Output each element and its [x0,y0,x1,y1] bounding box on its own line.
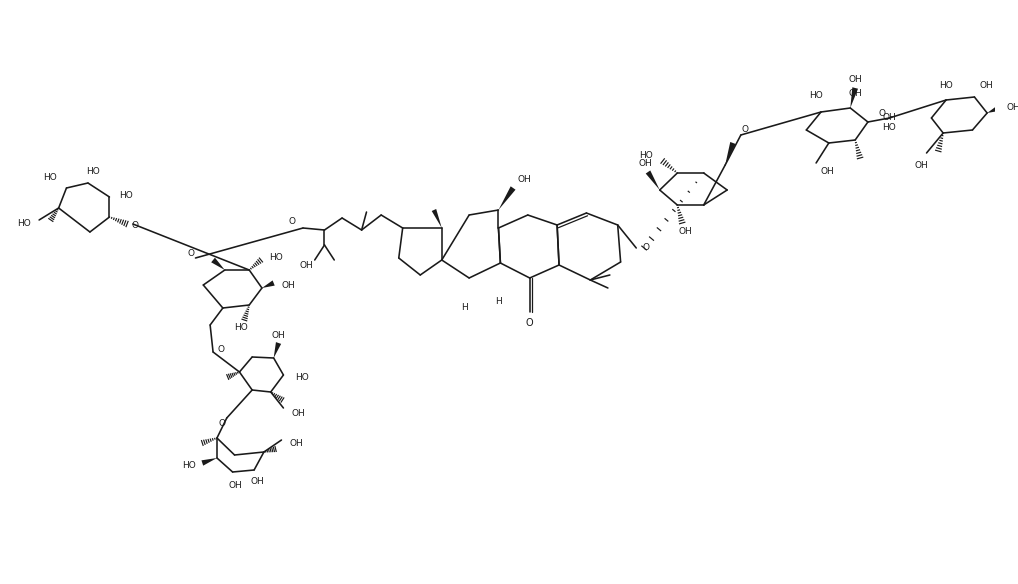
Text: OH: OH [289,439,303,447]
Text: OH: OH [518,176,531,185]
Text: HO: HO [234,322,248,332]
Polygon shape [499,186,515,210]
Polygon shape [725,142,736,165]
Text: HO: HO [182,461,195,471]
Polygon shape [202,458,217,465]
Text: HO: HO [883,123,896,131]
Text: OH: OH [299,260,313,269]
Text: OH: OH [1007,103,1018,113]
Text: O: O [879,109,885,117]
Text: HO: HO [940,82,953,91]
Text: O: O [131,221,138,231]
Text: H: H [461,304,467,312]
Polygon shape [850,87,858,108]
Polygon shape [645,171,660,190]
Polygon shape [262,280,275,288]
Text: OH: OH [229,481,242,489]
Text: OH: OH [915,161,928,169]
Text: HO: HO [119,190,133,200]
Text: HO: HO [17,220,32,228]
Text: OH: OH [250,478,264,486]
Text: HO: HO [809,92,823,100]
Text: O: O [218,419,225,427]
Text: OH: OH [678,227,692,235]
Text: HO: HO [269,253,283,262]
Text: OH: OH [883,113,896,121]
Polygon shape [432,209,442,228]
Text: HO: HO [295,374,308,383]
Text: HO: HO [43,173,57,182]
Text: O: O [526,318,533,328]
Text: OH: OH [291,408,305,418]
Text: O: O [642,244,649,252]
Text: O: O [218,345,224,353]
Text: O: O [288,217,295,227]
Text: HO: HO [86,166,100,176]
Polygon shape [987,105,1000,113]
Text: OH: OH [272,332,285,340]
Text: OH: OH [979,81,994,89]
Text: OH: OH [821,166,835,176]
Polygon shape [211,258,225,270]
Text: H: H [495,297,502,307]
Polygon shape [274,342,281,358]
Text: OH: OH [282,280,295,290]
Text: OH: OH [848,89,862,99]
Text: OH: OH [638,159,652,169]
Text: HO: HO [639,151,653,159]
Text: OH: OH [848,75,862,85]
Text: O: O [741,126,748,134]
Text: O: O [187,249,194,258]
